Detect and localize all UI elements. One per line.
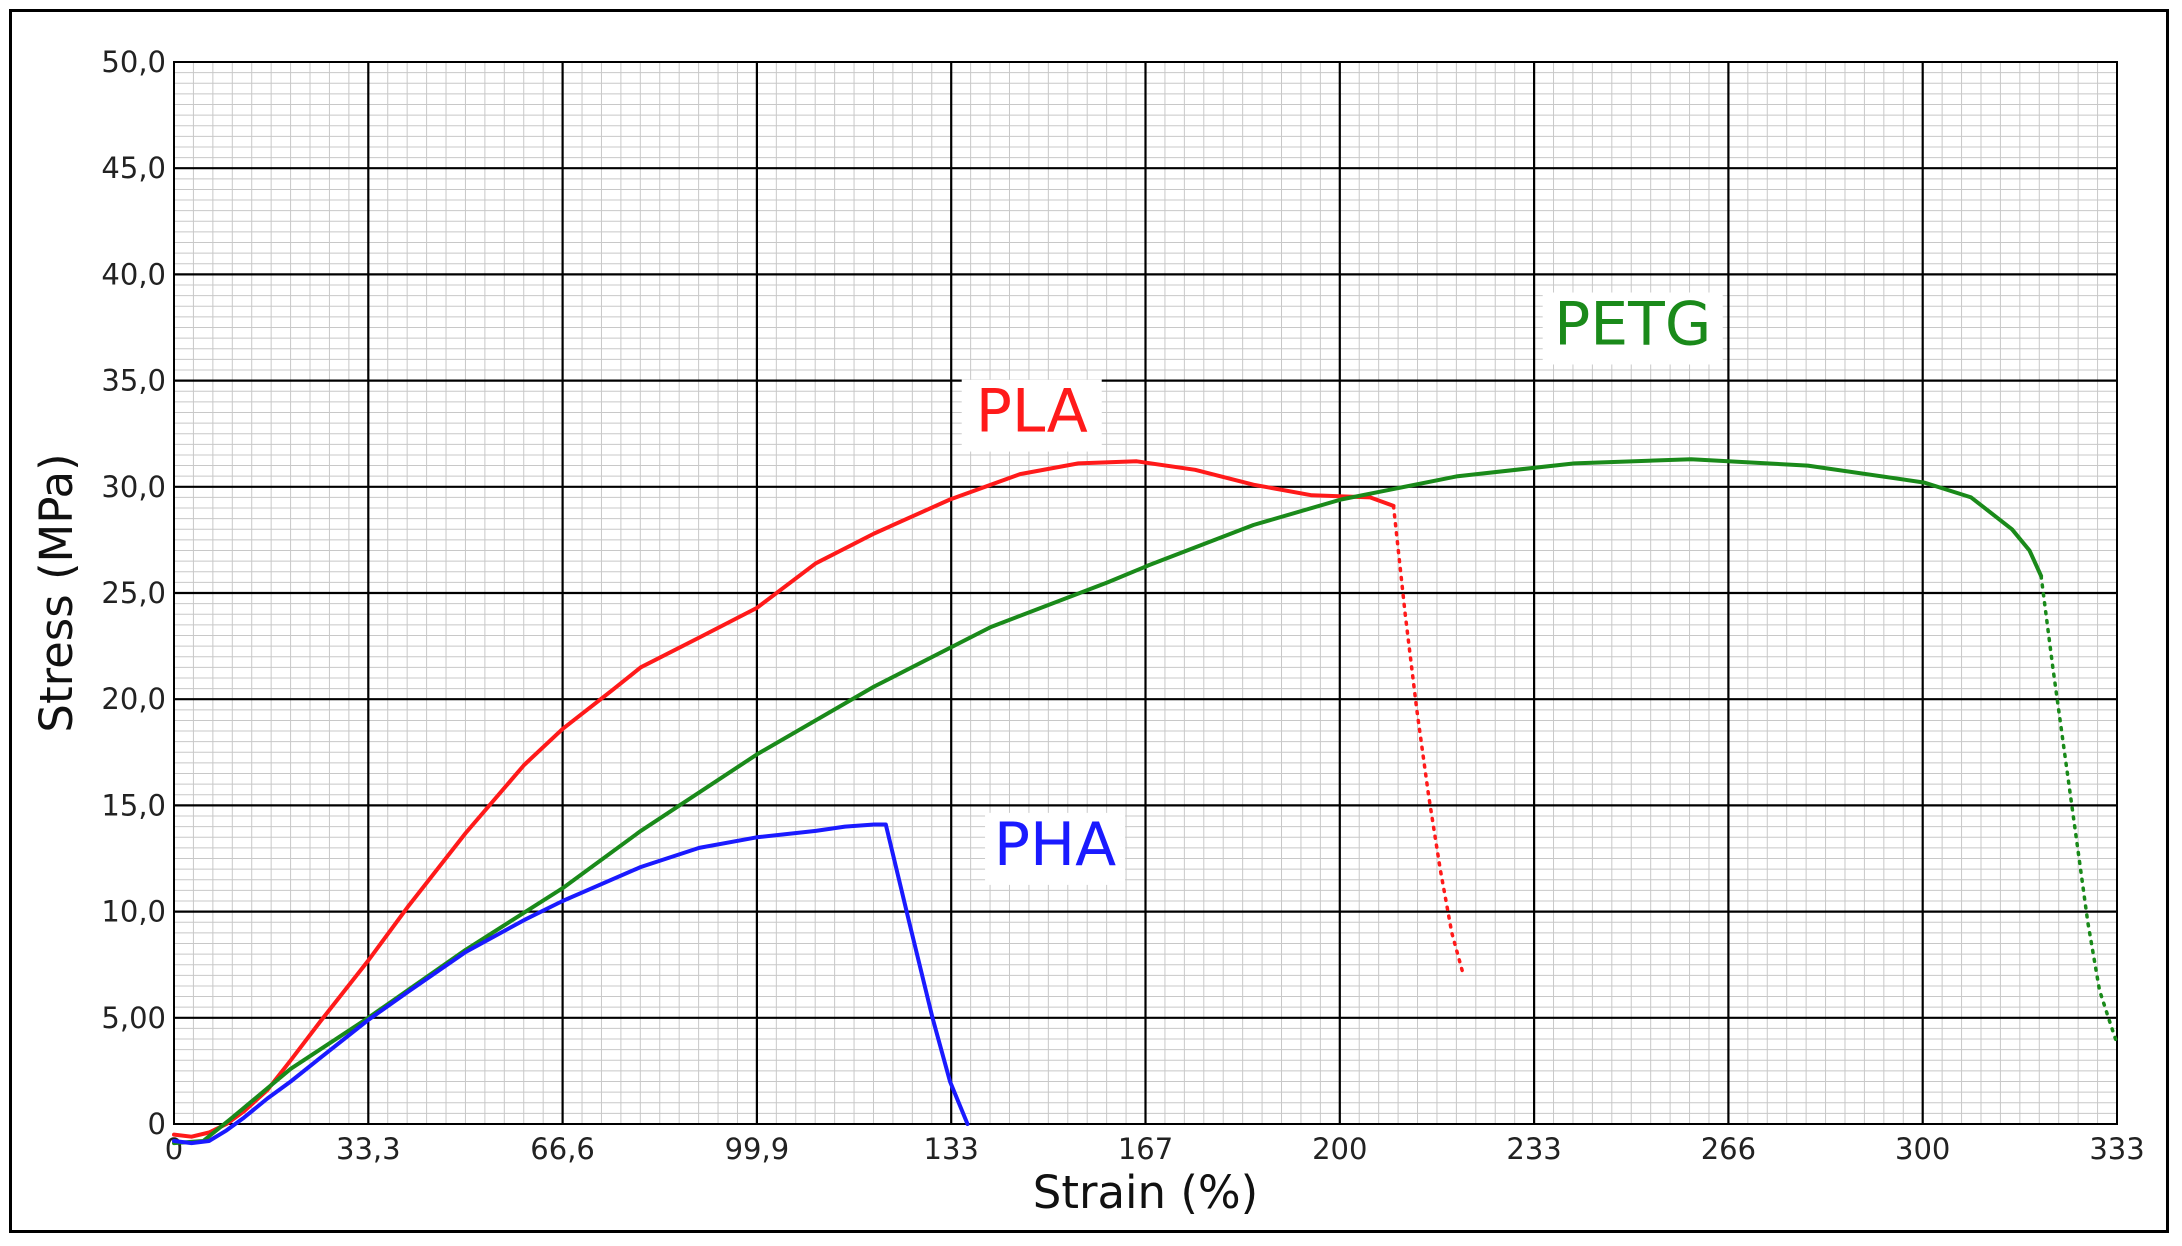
- y-tick-label: 40,0: [101, 257, 166, 291]
- series-tail-pla: [1391, 504, 1466, 978]
- y-tick-label: 35,0: [101, 364, 166, 398]
- x-tick-label: 200: [1312, 1132, 1367, 1166]
- x-axis-tick-labels: 0 33,3 66,6 99,9 133 167 200 233 266 300 333: [165, 1132, 2145, 1166]
- series-label-petg: PETG: [1554, 289, 1711, 359]
- series-line-pha: [172, 822, 970, 1146]
- series-label-layer: PLA PETG PHA: [961, 289, 1723, 885]
- x-tick-label: 133: [924, 1132, 979, 1166]
- grid-major: [174, 62, 2117, 1124]
- x-tick-label: 99,9: [725, 1132, 790, 1166]
- y-tick-label: 20,0: [101, 682, 166, 716]
- series-label-bg-petg: [1542, 292, 1723, 365]
- x-tick-label: 266: [1701, 1132, 1756, 1166]
- y-tick-label: 50,0: [101, 45, 166, 79]
- series-line-petg: [172, 457, 2044, 1146]
- series-tail-petg: [2039, 574, 2119, 1046]
- x-tick-label: 167: [1118, 1132, 1173, 1166]
- x-tick-label: 300: [1895, 1132, 1950, 1166]
- y-tick-label: 5,00: [101, 1001, 166, 1035]
- x-tick-label: 333: [2089, 1132, 2144, 1166]
- series-line-pla: [172, 459, 1396, 1139]
- y-axis-title: Stress (MPa): [30, 453, 83, 732]
- y-axis-tick-labels: 0 5,00 10,0 15,0 20,0 25,0 30,0 35,0 40,0 45,0 50,…: [101, 45, 166, 1141]
- series-label-bg-pla: [961, 379, 1102, 452]
- x-tick-label: 66,6: [530, 1132, 595, 1166]
- series-label-pla: PLA: [976, 377, 1088, 447]
- y-tick-label: 25,0: [101, 576, 166, 610]
- series-label-bg-pha: [985, 812, 1126, 885]
- y-tick-label: 45,0: [101, 151, 166, 185]
- x-tick-label: 33,3: [336, 1132, 401, 1166]
- x-tick-label: 233: [1506, 1132, 1561, 1166]
- y-tick-label: 15,0: [101, 788, 166, 822]
- series-layer: [172, 457, 2119, 1146]
- y-tick-label: 30,0: [101, 470, 166, 504]
- y-tick-label: 10,0: [101, 895, 166, 929]
- y-tick-label: 0: [148, 1107, 166, 1141]
- series-label-pha: PHA: [994, 810, 1116, 880]
- x-axis-title: Strain (%): [1033, 1166, 1258, 1219]
- plot-area-border: [173, 61, 2118, 1125]
